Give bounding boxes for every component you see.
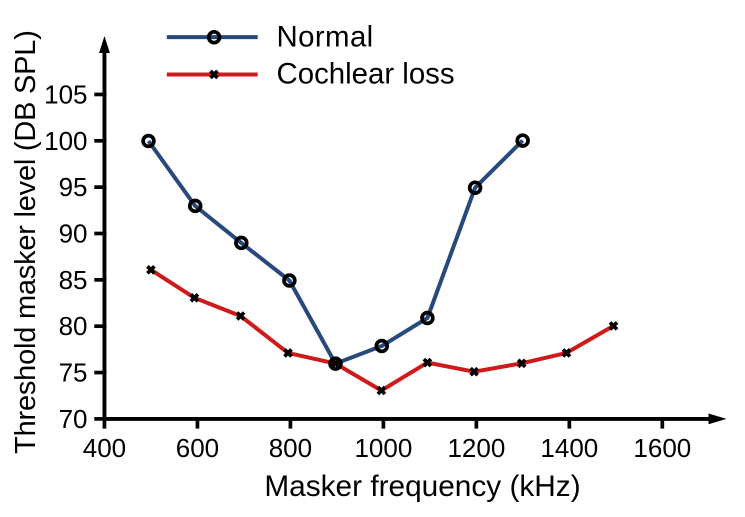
svg-text:105: 105 (44, 79, 87, 109)
svg-text:90: 90 (59, 219, 88, 249)
svg-text:Masker frequency (kHz): Masker frequency (kHz) (264, 470, 580, 503)
svg-text:1200: 1200 (447, 433, 505, 463)
svg-text:95: 95 (59, 172, 88, 202)
svg-text:85: 85 (59, 265, 88, 295)
svg-text:Threshold masker level (DB SPL: Threshold masker level (DB SPL) (10, 30, 42, 454)
svg-text:Cochlear loss: Cochlear loss (277, 57, 455, 90)
svg-text:Normal: Normal (277, 21, 374, 54)
svg-text:100: 100 (44, 126, 87, 156)
svg-text:600: 600 (176, 433, 219, 463)
svg-text:800: 800 (269, 433, 312, 463)
svg-text:75: 75 (59, 358, 88, 388)
svg-text:1600: 1600 (633, 433, 691, 463)
svg-text:1000: 1000 (354, 433, 412, 463)
svg-text:80: 80 (59, 311, 88, 341)
svg-text:70: 70 (59, 404, 88, 434)
svg-text:400: 400 (83, 433, 126, 463)
svg-text:1400: 1400 (540, 433, 598, 463)
